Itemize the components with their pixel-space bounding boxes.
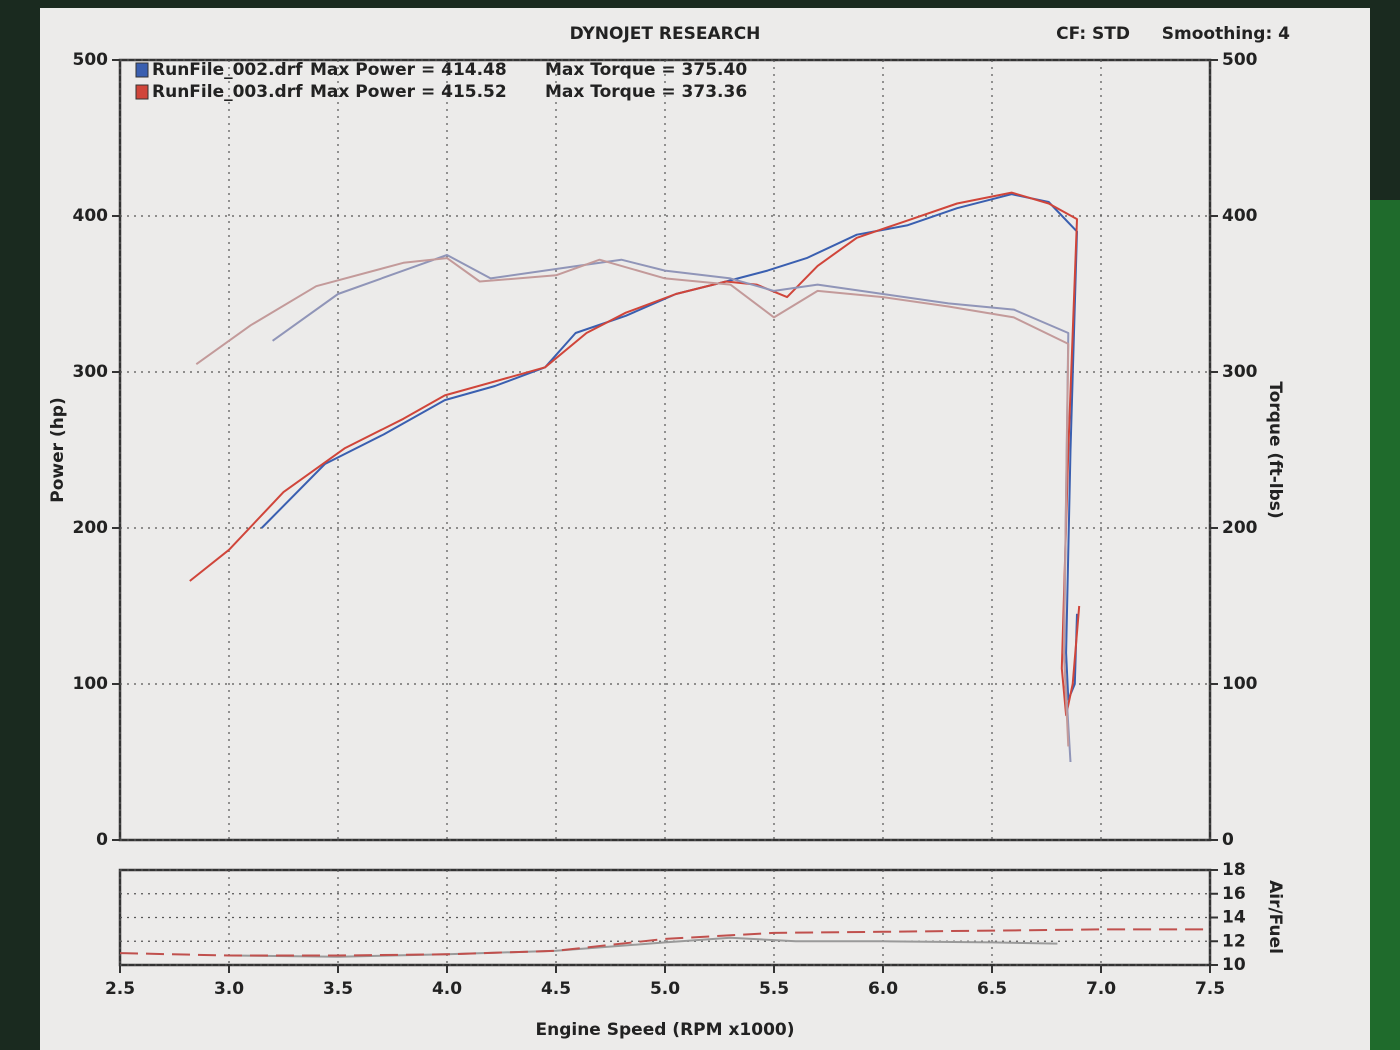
x-tick-label: 7.5 xyxy=(1195,979,1225,999)
y-tick-label: 200 xyxy=(73,518,109,538)
y-tick-label: 18 xyxy=(1222,860,1246,880)
x-tick-label: 5.0 xyxy=(650,979,680,999)
legend-torque: Max Torque = 373.36 xyxy=(545,82,747,102)
legend-torque: Max Torque = 375.40 xyxy=(545,60,747,80)
x-tick-label: 2.5 xyxy=(105,979,135,999)
y-tick-label: 16 xyxy=(1222,884,1246,904)
y2-axis-label: Torque (ft-lbs) xyxy=(1265,381,1285,518)
x-tick-label: 3.0 xyxy=(214,979,244,999)
y2-tick-label: 100 xyxy=(1222,674,1258,694)
series-line xyxy=(195,257,1070,747)
y2-tick-label: 500 xyxy=(1222,50,1258,70)
header-cf: CF: STD xyxy=(1056,24,1130,44)
y-tick-label: 10 xyxy=(1222,955,1246,975)
x-tick-label: 3.5 xyxy=(323,979,353,999)
legend-swatch xyxy=(135,84,149,100)
legend-name: RunFile_003.drf xyxy=(152,82,303,102)
x-tick-label: 5.5 xyxy=(759,979,789,999)
y-tick-label: 0 xyxy=(96,830,108,850)
legend-power: Max Power = 414.48 xyxy=(310,60,507,80)
x-tick-label: 6.5 xyxy=(977,979,1007,999)
y-tick-label: 100 xyxy=(73,674,109,694)
x-tick-label: 7.0 xyxy=(1086,979,1116,999)
series-line xyxy=(272,254,1072,763)
paper xyxy=(40,8,1370,1050)
y-tick-label: 500 xyxy=(73,50,109,70)
x-tick-label: 4.0 xyxy=(432,979,462,999)
y-tick-label: 400 xyxy=(73,206,109,226)
y2-tick-label: 400 xyxy=(1222,206,1258,226)
y-tick-label: 14 xyxy=(1222,908,1246,928)
legend-power: Max Power = 415.52 xyxy=(310,82,507,102)
afr-axis-label: Air/Fuel xyxy=(1265,880,1285,954)
series-line xyxy=(260,193,1078,701)
y2-tick-label: 200 xyxy=(1222,518,1258,538)
chart-title: DYNOJET RESEARCH xyxy=(570,24,761,44)
y2-tick-label: 300 xyxy=(1222,362,1258,382)
y-tick-label: 300 xyxy=(73,362,109,382)
x-axis-label: Engine Speed (RPM x1000) xyxy=(535,1020,794,1040)
legend-name: RunFile_002.drf xyxy=(152,60,303,80)
y-tick-label: 12 xyxy=(1222,931,1246,951)
y2-tick-label: 0 xyxy=(1222,830,1234,850)
header-smoothing: Smoothing: 4 xyxy=(1162,24,1290,44)
x-tick-label: 6.0 xyxy=(868,979,898,999)
y-axis-label: Power (hp) xyxy=(48,397,68,503)
legend-swatch xyxy=(135,62,149,78)
x-tick-label: 4.5 xyxy=(541,979,571,999)
